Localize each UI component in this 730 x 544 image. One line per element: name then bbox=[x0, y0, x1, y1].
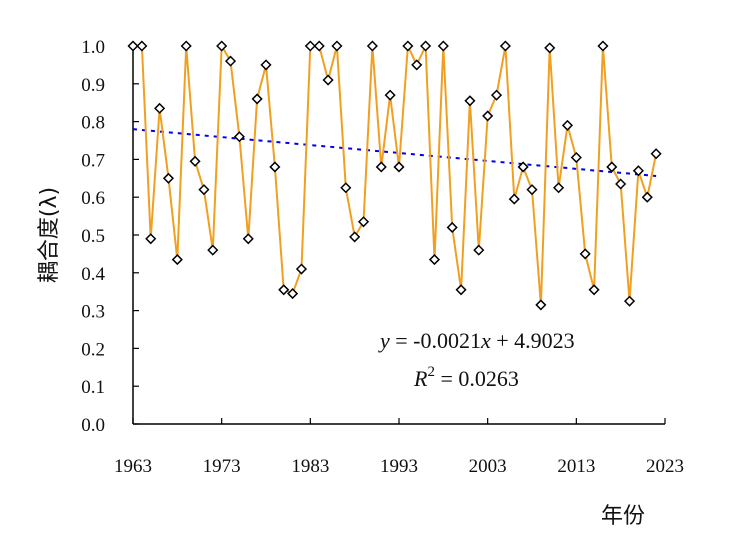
data-point bbox=[304, 40, 316, 52]
data-point bbox=[375, 161, 387, 173]
data-point bbox=[420, 40, 432, 52]
y-tick-label: 0.3 bbox=[81, 302, 105, 323]
data-point bbox=[357, 216, 370, 228]
data-point bbox=[428, 254, 441, 266]
data-point bbox=[162, 172, 175, 184]
series-line bbox=[133, 42, 658, 305]
data-point bbox=[242, 233, 254, 245]
data-point bbox=[588, 284, 600, 296]
data-point bbox=[579, 248, 591, 260]
data-point bbox=[641, 191, 653, 203]
data-point bbox=[437, 40, 449, 52]
data-point bbox=[331, 40, 343, 52]
y-tick-label: 0.2 bbox=[81, 339, 105, 360]
data-point bbox=[207, 244, 219, 256]
data-point bbox=[650, 148, 662, 160]
data-point bbox=[224, 55, 237, 67]
data-point bbox=[508, 193, 520, 205]
data-point bbox=[260, 59, 272, 71]
data-point bbox=[189, 155, 201, 167]
equation-x-var: x bbox=[480, 328, 491, 353]
data-point bbox=[464, 95, 476, 107]
y-tick-label: 0.8 bbox=[81, 113, 105, 134]
series bbox=[127, 40, 662, 311]
data-point bbox=[278, 284, 290, 296]
data-point bbox=[615, 178, 627, 190]
x-tick-label: 2003 bbox=[469, 456, 507, 477]
data-point bbox=[295, 263, 308, 275]
data-point bbox=[145, 233, 157, 245]
data-point bbox=[136, 40, 148, 52]
r2-value: = 0.0263 bbox=[435, 366, 519, 391]
equation-y-var: y bbox=[378, 328, 390, 353]
data-point bbox=[597, 40, 609, 52]
data-point bbox=[127, 40, 139, 52]
x-tick-label: 1963 bbox=[114, 456, 152, 477]
data-point bbox=[313, 40, 325, 52]
data-point bbox=[544, 42, 556, 54]
data-point bbox=[623, 295, 636, 307]
y-tick-label: 0.1 bbox=[81, 377, 105, 398]
r2-symbol: R bbox=[413, 366, 428, 391]
x-tick-label: 1973 bbox=[203, 456, 241, 477]
data-point bbox=[570, 151, 582, 164]
data-point bbox=[526, 184, 538, 196]
data-point bbox=[340, 182, 352, 194]
trendline-equation: y = -0.0021x + 4.9023 bbox=[378, 328, 575, 353]
data-point bbox=[517, 161, 529, 173]
data-point bbox=[180, 40, 192, 52]
x-tick-label: 1993 bbox=[380, 456, 418, 477]
data-point bbox=[216, 40, 228, 52]
y-tick-label: 0.5 bbox=[81, 226, 105, 247]
data-point bbox=[287, 288, 299, 300]
data-point bbox=[411, 59, 423, 71]
data-point bbox=[535, 299, 547, 311]
y-ticks: 0.0 0.1 0.2 0.3 0.4 0.5 0.6 0.7 0.8 0.9 1.0 bbox=[81, 37, 139, 436]
x-axis-title: 年份 bbox=[601, 504, 645, 529]
data-point bbox=[171, 254, 183, 266]
y-tick-label: 0.9 bbox=[81, 75, 105, 96]
data-point bbox=[366, 40, 378, 52]
y-tick-label: 0.7 bbox=[81, 150, 105, 171]
y-tick-label: 0.0 bbox=[81, 415, 105, 436]
data-point bbox=[322, 74, 334, 86]
data-point bbox=[402, 40, 414, 52]
data-point bbox=[251, 93, 263, 105]
data-point bbox=[455, 284, 467, 296]
data-point bbox=[269, 161, 281, 173]
y-tick-label: 0.6 bbox=[81, 188, 105, 209]
data-point bbox=[561, 119, 574, 131]
data-point bbox=[349, 231, 361, 243]
data-point bbox=[553, 182, 565, 194]
trendline bbox=[132, 128, 657, 177]
data-point bbox=[446, 221, 458, 234]
data-point bbox=[198, 184, 210, 196]
y-tick-label: 1.0 bbox=[81, 37, 105, 58]
data-point bbox=[154, 102, 166, 114]
r-squared-label: R2 = 0.0263 bbox=[413, 364, 519, 391]
trendline-line bbox=[132, 128, 657, 177]
y-axis-title: 耦合度(λ) bbox=[37, 187, 62, 283]
data-point bbox=[632, 165, 644, 177]
data-point bbox=[499, 40, 511, 52]
data-point bbox=[393, 161, 405, 173]
r2-superscript: 2 bbox=[427, 364, 435, 380]
data-point bbox=[384, 89, 396, 101]
y-tick-label: 0.4 bbox=[81, 264, 105, 285]
data-point bbox=[490, 89, 503, 101]
equation-slope: = -0.0021 bbox=[390, 328, 481, 353]
data-point bbox=[473, 244, 485, 256]
x-tick-label: 2023 bbox=[646, 456, 684, 477]
data-point bbox=[482, 110, 494, 122]
data-point bbox=[233, 131, 245, 143]
x-tick-label: 2013 bbox=[557, 456, 595, 477]
equation-intercept: + 4.9023 bbox=[491, 328, 575, 353]
data-point bbox=[606, 161, 618, 173]
x-tick-label: 1983 bbox=[291, 456, 329, 477]
x-ticks: 1963 1973 1983 1993 2003 2013 2023 bbox=[114, 418, 684, 477]
